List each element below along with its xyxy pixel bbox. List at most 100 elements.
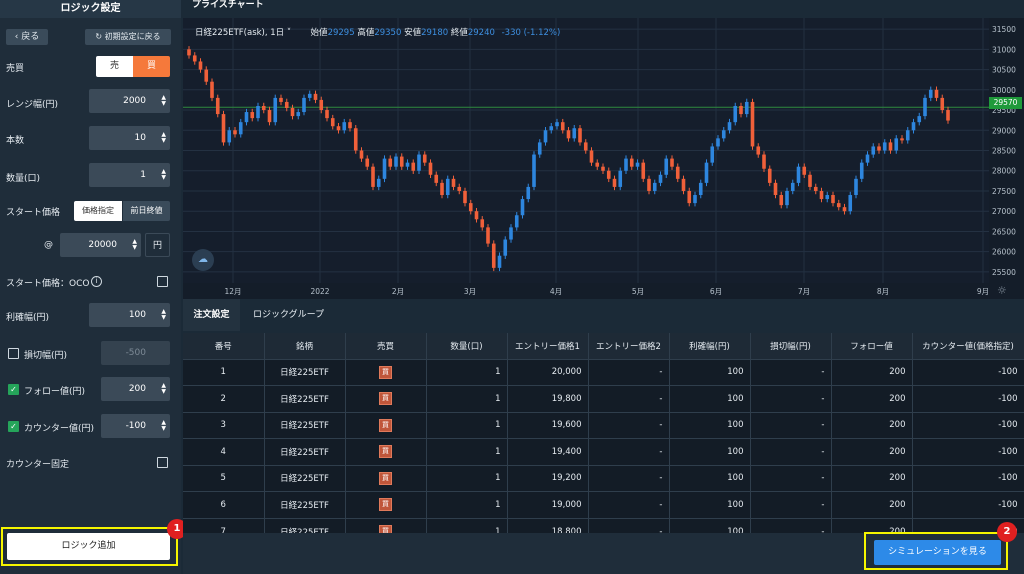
follow-width-checkbox[interactable]: ✓	[8, 384, 19, 395]
buy-toggle[interactable]: 買	[133, 56, 170, 77]
candle-body	[831, 195, 835, 204]
table-header-cell: 銘柄	[264, 333, 346, 359]
table-cell: 200	[831, 411, 913, 439]
chart-svg	[183, 18, 989, 283]
stepper-icon[interactable]: ▲ ▼	[161, 308, 166, 321]
candle-body	[445, 178, 450, 196]
candle-body	[330, 118, 335, 127]
candle-body	[468, 203, 473, 212]
candle-body	[417, 154, 421, 171]
stepper-icon[interactable]: ▲ ▼	[161, 419, 166, 432]
step-badge-2: 2	[997, 522, 1017, 542]
tab-price-chart[interactable]: プライスチャート	[192, 0, 264, 10]
candle-body	[819, 190, 824, 200]
candle-body	[279, 97, 283, 102]
table-cell: -	[750, 491, 832, 518]
stepper-icon[interactable]: ▲ ▼	[161, 131, 166, 144]
candle-body	[572, 128, 577, 139]
candle-body	[302, 97, 306, 113]
candle-body	[520, 199, 525, 216]
chart-symbol[interactable]: 日経225ETF(ask), 1日 ˅	[195, 28, 292, 38]
table-cell: -	[750, 438, 832, 465]
profit-width-input[interactable]: 100 ▲ ▼	[89, 303, 170, 327]
table-cell: 20,000	[507, 358, 589, 386]
table-cell: -100	[912, 358, 1024, 386]
counter-width-checkbox[interactable]: ✓	[8, 421, 19, 432]
table-cell: 5	[183, 464, 265, 492]
back-button[interactable]: ‹ 戻る	[6, 29, 48, 45]
oco-checkbox[interactable]	[157, 276, 168, 287]
tab-logic-group[interactable]: ロジックグループ	[253, 310, 325, 320]
stepper-icon[interactable]: ▲ ▼	[161, 382, 166, 395]
table-cell: 6	[183, 491, 265, 518]
table-row[interactable]: 3 日経225ETF 買 1 19,600-100-200 -100	[183, 411, 1024, 439]
candle-body	[560, 122, 565, 131]
candle-body	[480, 219, 485, 228]
stepper-icon[interactable]: ▲ ▼	[161, 94, 166, 107]
prev-close-toggle[interactable]: 前日終値	[123, 201, 170, 221]
table-cell: -100	[912, 385, 1024, 412]
candle-body	[762, 154, 766, 169]
stepper-icon[interactable]: ▲ ▼	[132, 238, 137, 251]
candle-body	[325, 110, 329, 119]
table-cell: 日経225ETF	[264, 385, 346, 412]
sell-toggle[interactable]: 売	[96, 56, 133, 77]
counter-width-input[interactable]: -100 ▲ ▼	[101, 414, 170, 438]
add-logic-button[interactable]: ロジック追加	[7, 533, 170, 560]
table-row[interactable]: 5 日経225ETF 買 1 19,200-100-200 -100	[183, 464, 1024, 492]
range-width-input[interactable]: 2000 ▲ ▼	[89, 89, 170, 113]
candle-body	[894, 138, 899, 151]
table-cell: -100	[912, 438, 1024, 465]
reset-defaults-button[interactable]: ↻ 初期設定に戻る	[85, 29, 171, 45]
candle-body	[911, 122, 916, 131]
settings-gear-icon[interactable]: ☼	[997, 284, 1007, 297]
range-width-label: レンジ幅(円)	[6, 100, 59, 110]
table-cell: -	[588, 385, 670, 412]
candle-body	[583, 142, 588, 151]
view-simulation-button[interactable]: シミュレーションを見る	[874, 540, 1001, 565]
candle-body	[704, 162, 709, 183]
stop-width-label: 損切幅(円)	[24, 351, 68, 361]
table-cell: 1	[426, 438, 508, 465]
table-row[interactable]: 6 日経225ETF 買 1 19,000-100-200 -100	[183, 491, 1024, 518]
count-input[interactable]: 10 ▲ ▼	[89, 126, 170, 150]
table-cell: 19,000	[507, 491, 589, 518]
table-cell: -	[588, 438, 670, 465]
step-badge-1: 1	[167, 519, 187, 539]
candle-body	[394, 156, 398, 167]
candle-body	[647, 178, 651, 191]
start-price-input[interactable]: 20000 ▲ ▼	[60, 233, 141, 257]
refresh-icon: ↻	[95, 32, 105, 41]
price-specify-toggle[interactable]: 価格指定	[74, 201, 122, 221]
table-row[interactable]: 1 日経225ETF 買 1 20,000-100-200 -100	[183, 358, 1024, 386]
follow-width-input[interactable]: 200 ▲ ▼	[101, 377, 170, 401]
counter-fixed-checkbox[interactable]	[157, 457, 168, 468]
x-tick-label: 9月	[977, 287, 989, 296]
y-tick-label: 26500	[992, 227, 1016, 236]
stop-width-input[interactable]: -500	[101, 341, 170, 365]
quantity-input[interactable]: 1 ▲ ▼	[89, 163, 170, 187]
info-icon[interactable]: i	[91, 276, 102, 287]
price-axis: 31500 31000 30500 30000 29500 29000 28500 28000…	[989, 18, 1024, 283]
y-tick-label: 28000	[992, 167, 1016, 176]
x-tick-label: 5月	[632, 287, 644, 296]
open-value: 29295	[327, 28, 355, 38]
x-tick-label: 12月	[224, 287, 241, 296]
chart-logo-icon[interactable]: ☁	[192, 249, 214, 271]
table-row[interactable]: 2 日経225ETF 買 1 19,800-100-200 -100	[183, 385, 1024, 412]
candle-body	[871, 146, 876, 155]
candle-body	[854, 178, 858, 196]
candle-body	[629, 158, 634, 167]
stop-width-checkbox[interactable]	[8, 348, 19, 359]
candlestick-chart[interactable]: 日経225ETF(ask), 1日 ˅ 始値29295 高値29350 安値29…	[183, 18, 989, 283]
candle-body	[664, 158, 669, 175]
stepper-icon[interactable]: ▲ ▼	[161, 168, 166, 181]
tab-order-settings[interactable]: 注文設定	[183, 299, 240, 331]
candle-body	[848, 195, 853, 212]
high-value: 29350	[374, 28, 402, 38]
buy-badge: 買	[379, 392, 392, 406]
candle-body	[336, 126, 341, 131]
candle-body	[411, 162, 416, 171]
table-cell: 19,400	[507, 438, 589, 465]
table-row[interactable]: 4 日経225ETF 買 1 19,400-100-200 -100	[183, 438, 1024, 465]
